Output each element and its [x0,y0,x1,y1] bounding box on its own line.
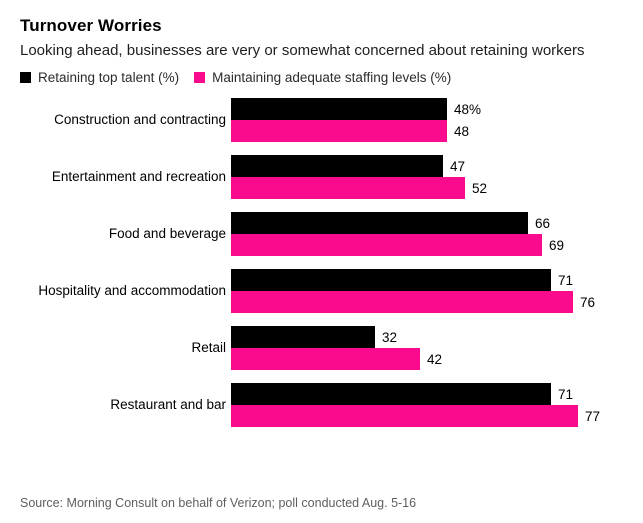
source-text: Source: Morning Consult on behalf of Ver… [20,496,417,510]
bar-group: 48% 48 [231,98,623,142]
bar-staffing-levels [231,234,542,256]
bar-retaining-top-talent [231,98,447,120]
chart-row: Construction and contracting 48% 48 [20,98,623,142]
bar-group: 47 52 [231,155,623,199]
bar-line: 48% [231,98,623,120]
bar-line: 69 [231,234,623,256]
bar-line: 71 [231,383,623,405]
bar-line: 48 [231,120,623,142]
value-label-staffing-levels: 52 [472,180,488,196]
value-label-staffing-levels: 42 [427,351,443,367]
bar-retaining-top-talent [231,155,443,177]
chart-subtitle: Looking ahead, businesses are very or so… [20,42,585,59]
bar-line: 32 [231,326,623,348]
value-label-retaining-top-talent: 71 [558,272,574,288]
value-label-retaining-top-talent: 48% [454,101,482,117]
legend-label-retaining-top-talent: Retaining top talent (%) [38,70,180,85]
value-label-retaining-top-talent: 71 [558,386,574,402]
bar-line: 76 [231,291,623,313]
category-label: Retail [191,340,226,355]
bar-retaining-top-talent [231,383,551,405]
value-label-retaining-top-talent: 47 [450,158,466,174]
category-label: Food and beverage [108,226,226,241]
value-label-staffing-levels: 77 [585,408,601,424]
legend: Retaining top talent (%) Maintaining ade… [20,70,623,85]
bar-group: 71 77 [231,383,623,427]
bar-line: 47 [231,155,623,177]
chart-row: Entertainment and recreation 47 52 [20,155,623,199]
bar-line: 42 [231,348,623,370]
bar-staffing-levels [231,405,578,427]
bar-group: 66 69 [231,212,623,256]
bar-retaining-top-talent [231,326,375,348]
bar-staffing-levels [231,348,420,370]
bar-group: 32 42 [231,326,623,370]
bar-staffing-levels [231,120,447,142]
value-label-retaining-top-talent: 66 [535,215,551,231]
bar-line: 71 [231,269,623,291]
value-label-retaining-top-talent: 32 [382,329,398,345]
bar-staffing-levels [231,177,465,199]
chart-title: Turnover Worries [20,16,162,35]
legend-label-staffing-levels: Maintaining adequate staffing levels (%) [212,70,452,85]
value-label-staffing-levels: 48 [454,123,470,139]
legend-swatch-staffing-levels [194,72,206,83]
chart-row: Food and beverage 66 69 [20,212,623,256]
bar-line: 52 [231,177,623,199]
value-label-staffing-levels: 69 [549,237,565,253]
category-label: Entertainment and recreation [51,169,226,184]
category-label: Construction and contracting [54,112,226,127]
chart-row: Hospitality and accommodation 71 76 [20,269,623,313]
bar-rows: Construction and contracting 48% 48 Enterta… [20,98,623,427]
category-label: Restaurant and bar [110,397,226,412]
legend-swatch-retaining-top-talent [20,72,31,83]
bar-retaining-top-talent [231,269,551,291]
category-label: Hospitality and accommodation [38,283,226,298]
bar-line: 66 [231,212,623,234]
bar-group: 71 76 [231,269,623,313]
chart-row: Retail 32 42 [20,326,623,370]
bar-line: 77 [231,405,623,427]
bar-retaining-top-talent [231,212,528,234]
chart-row: Restaurant and bar 71 77 [20,383,623,427]
value-label-staffing-levels: 76 [580,294,596,310]
bar-staffing-levels [231,291,573,313]
